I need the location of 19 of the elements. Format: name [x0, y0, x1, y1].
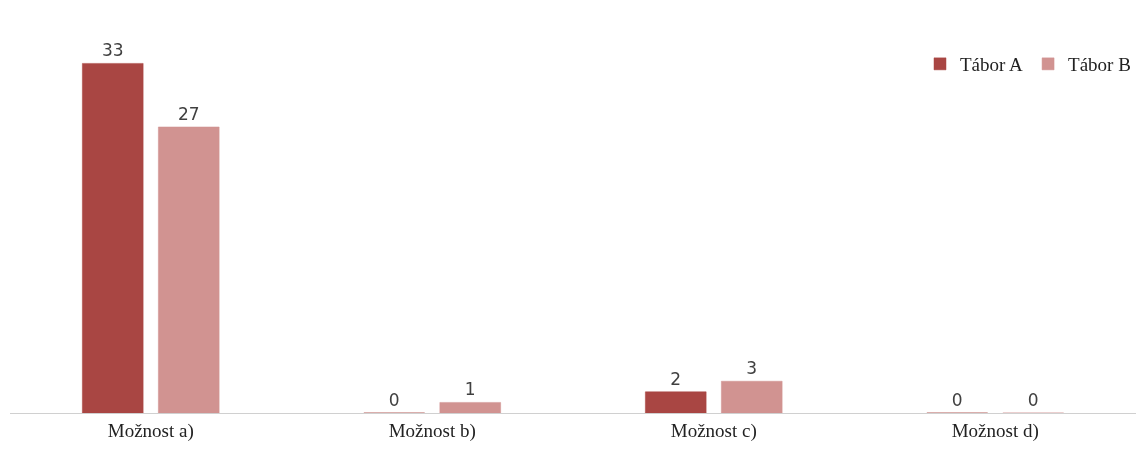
- data-label: 0: [388, 390, 400, 410]
- bar: [439, 402, 501, 413]
- data-label: 27: [177, 103, 200, 124]
- bar: [158, 126, 220, 413]
- data-label: 0: [951, 390, 963, 410]
- legend-label: Tábor A: [960, 54, 1024, 76]
- data-label: 33: [101, 40, 124, 61]
- data-label: 1: [464, 379, 476, 400]
- x-tick-label: Možnost b): [388, 419, 476, 442]
- x-tick-label: Možnost d): [951, 419, 1039, 442]
- bar: [645, 391, 707, 413]
- x-tick-label: Možnost c): [670, 419, 757, 442]
- bar: [721, 380, 783, 413]
- data-label: 2: [670, 368, 682, 389]
- data-label: 3: [746, 358, 758, 379]
- legend-label: Tábor B: [1068, 54, 1131, 76]
- data-label: 0: [1027, 390, 1039, 410]
- bar: [82, 63, 144, 413]
- x-tick-label: Možnost a): [107, 419, 194, 442]
